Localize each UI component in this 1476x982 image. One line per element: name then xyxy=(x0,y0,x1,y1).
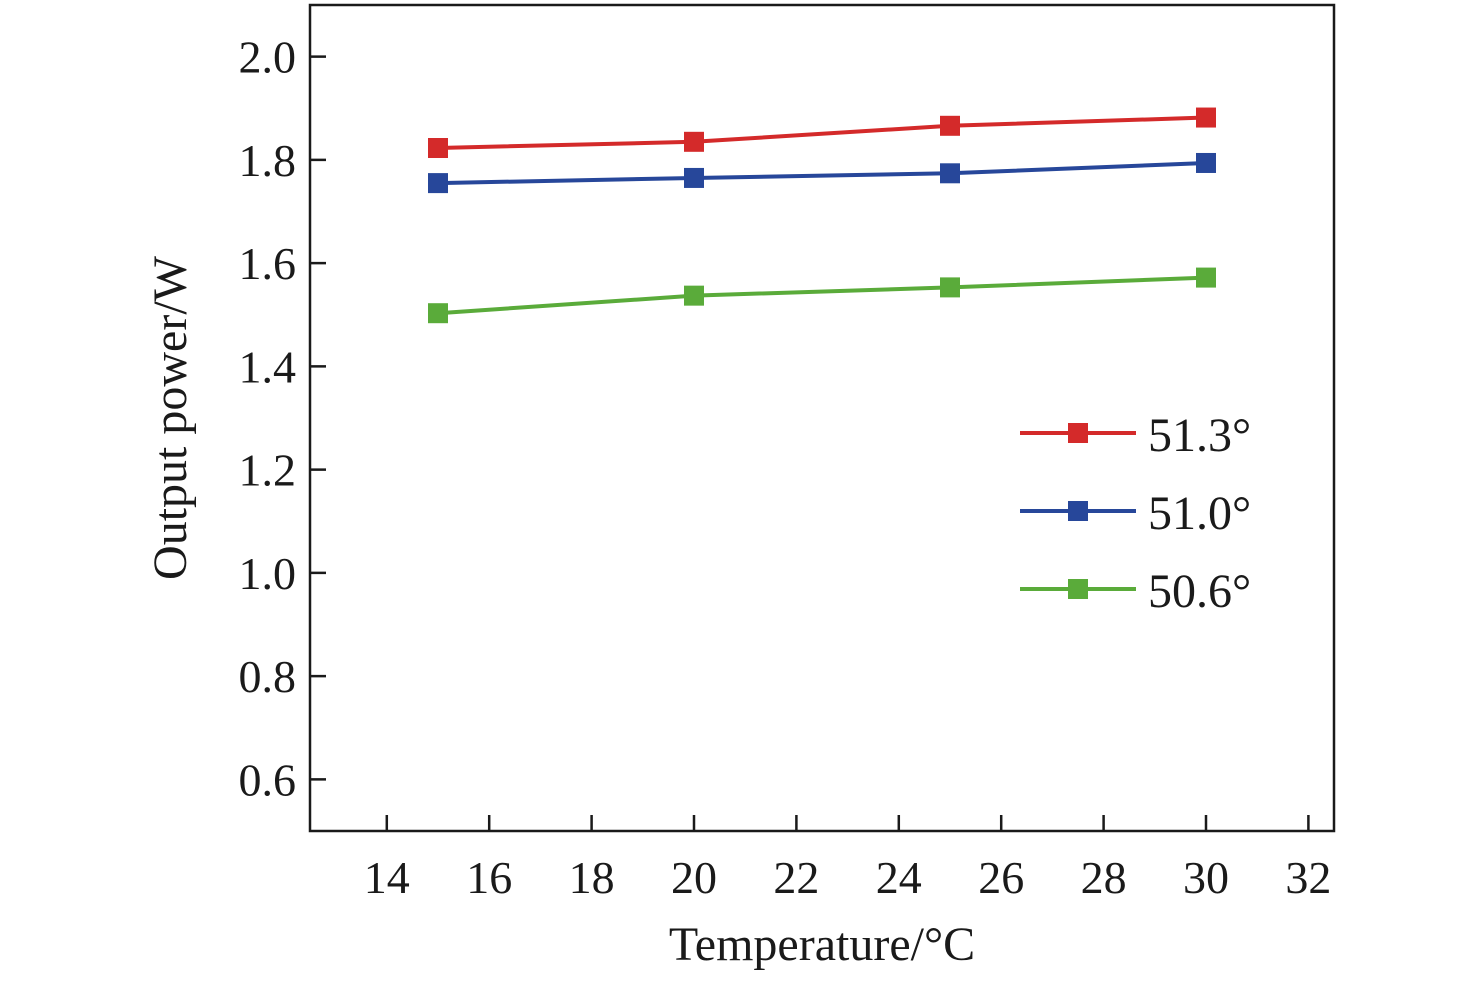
legend-marker xyxy=(1068,501,1088,521)
data-point xyxy=(684,167,704,188)
legend: 51.3° 51.0° 50.6° xyxy=(1020,409,1251,618)
y-tick-label: 1.8 xyxy=(239,135,297,186)
series-line xyxy=(437,275,1207,316)
legend-label: 50.6° xyxy=(1148,565,1251,618)
data-point xyxy=(428,138,448,159)
x-axis-label: Temperature/°C xyxy=(669,918,975,971)
series-layer xyxy=(428,107,1216,324)
legend-label: 51.0° xyxy=(1148,487,1251,540)
data-point xyxy=(1196,152,1216,173)
data-point xyxy=(1196,107,1216,128)
x-tick-label: 24 xyxy=(876,852,922,903)
y-tick-label: 1.0 xyxy=(239,548,297,599)
x-tick-label: 20 xyxy=(671,852,717,903)
x-tick-label: 18 xyxy=(569,852,615,903)
y-tick-label: 1.4 xyxy=(239,341,297,392)
x-tick-label: 26 xyxy=(978,852,1024,903)
data-point xyxy=(940,163,960,184)
series-line xyxy=(437,115,1207,151)
legend-label: 51.3° xyxy=(1148,409,1251,462)
y-axis: 0.6 0.8 1.0 1.2 1.4 1.6 1.8 2.0 xyxy=(239,32,326,805)
y-axis-label: Output power/W xyxy=(144,255,197,580)
data-point xyxy=(940,115,960,136)
x-tick-label: 22 xyxy=(773,852,819,903)
data-point xyxy=(684,131,704,152)
data-point xyxy=(1196,267,1216,288)
x-tick-label: 30 xyxy=(1183,852,1229,903)
y-tick-label: 0.8 xyxy=(239,651,297,702)
plot-frame xyxy=(308,3,1336,833)
data-point xyxy=(428,303,448,324)
x-tick-label: 14 xyxy=(364,852,410,903)
series-line xyxy=(437,160,1207,186)
data-point xyxy=(940,277,960,298)
x-tick-label: 28 xyxy=(1081,852,1127,903)
data-point xyxy=(428,173,448,194)
data-point xyxy=(684,285,704,306)
y-tick-label: 1.6 xyxy=(239,238,297,289)
y-tick-label: 1.2 xyxy=(239,445,297,496)
x-axis: 14 16 18 20 22 24 26 28 30 32 xyxy=(364,815,1331,903)
x-tick-label: 16 xyxy=(466,852,512,903)
legend-marker xyxy=(1068,423,1088,443)
y-tick-label: 2.0 xyxy=(239,32,297,83)
y-tick-label: 0.6 xyxy=(239,754,297,805)
x-tick-label: 32 xyxy=(1285,852,1331,903)
legend-marker xyxy=(1068,579,1088,599)
